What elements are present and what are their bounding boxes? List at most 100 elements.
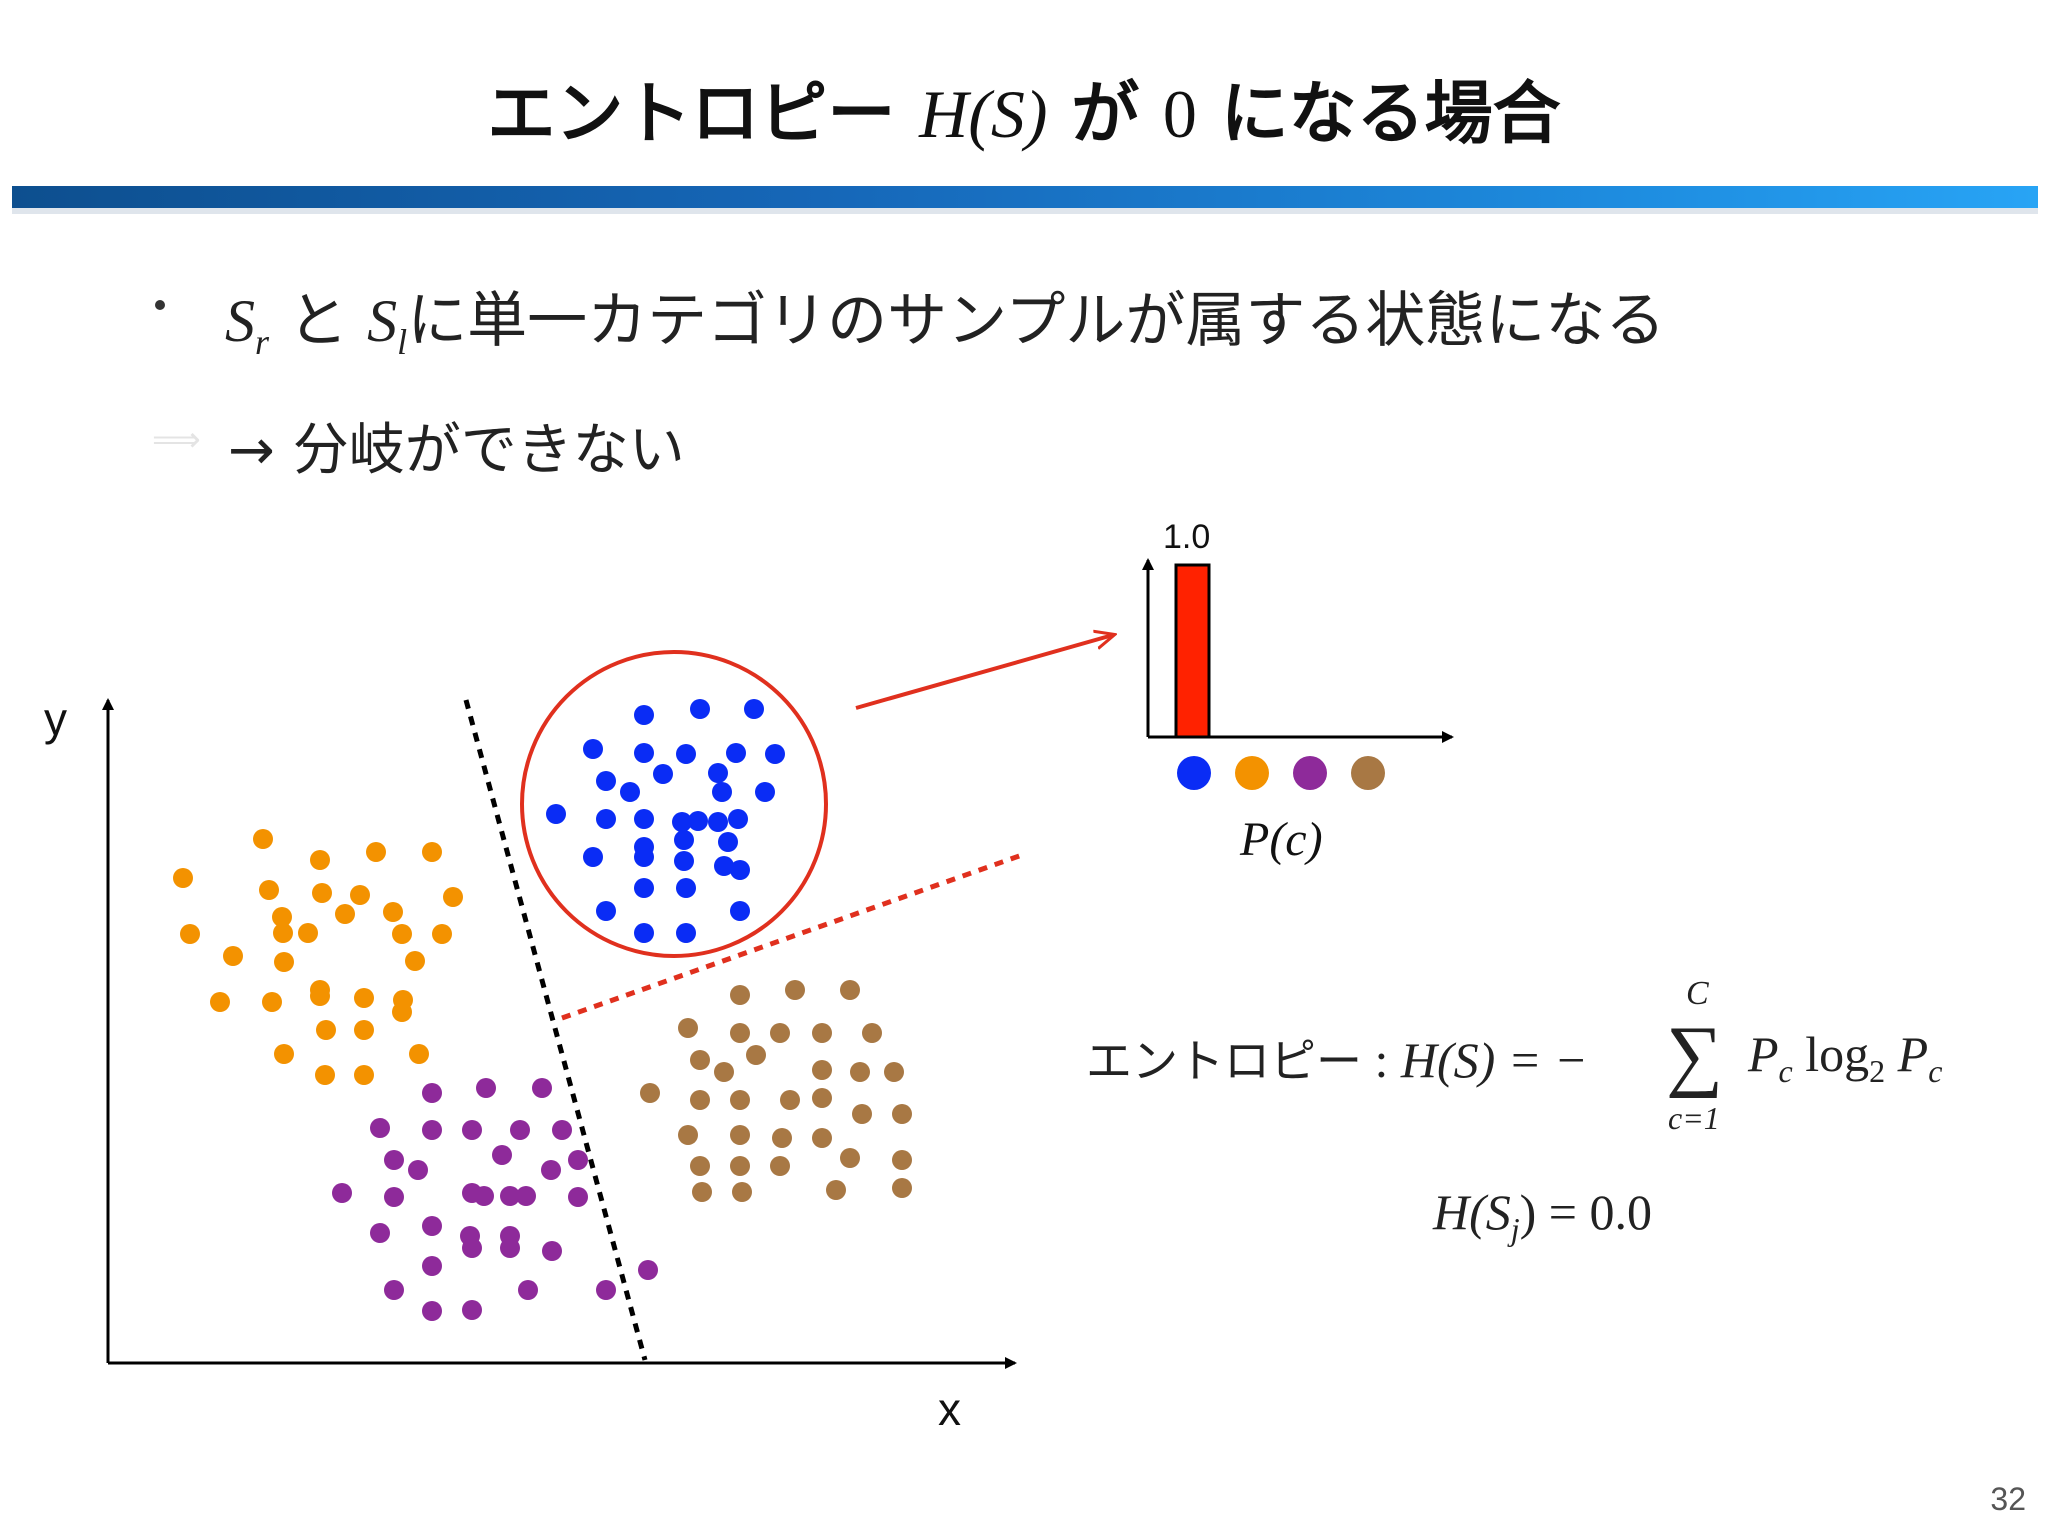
point-blue: [708, 812, 728, 832]
category-marker-purple: [1293, 756, 1327, 790]
sr-subscript: r: [255, 322, 270, 362]
point-purple: [422, 1256, 442, 1276]
point-orange: [366, 842, 386, 862]
point-orange: [315, 1065, 335, 1085]
point-orange: [354, 1020, 374, 1040]
hsj-subscript: j: [1510, 1211, 1520, 1247]
point-brown: [785, 980, 805, 1000]
point-purple: [638, 1260, 658, 1280]
hsj-rhs: ) = 0.0: [1519, 1184, 1653, 1240]
point-brown: [732, 1182, 752, 1202]
point-purple: [462, 1300, 482, 1320]
point-purple: [422, 1216, 442, 1236]
point-orange: [259, 880, 279, 900]
point-blue: [583, 739, 603, 759]
point-blue: [596, 901, 616, 921]
zoom-arrow: [855, 635, 1113, 710]
bar-axis-label: P(c): [1239, 813, 1323, 866]
split-line-red: [561, 852, 1023, 1021]
point-brown: [812, 1088, 832, 1108]
point-blue: [546, 804, 566, 824]
point-blue: [676, 923, 696, 943]
pc2-symbol: P: [1897, 1026, 1929, 1082]
point-orange: [312, 883, 332, 903]
point-purple: [384, 1187, 404, 1207]
point-blue: [765, 744, 785, 764]
point-brown: [812, 1060, 832, 1080]
sum-upper: C: [1686, 975, 1709, 1012]
point-purple: [596, 1280, 616, 1300]
point-orange: [383, 902, 403, 922]
point-blue: [726, 743, 746, 763]
point-brown: [892, 1178, 912, 1198]
point-brown: [772, 1128, 792, 1148]
point-brown: [730, 985, 750, 1005]
point-brown: [852, 1104, 872, 1124]
point-orange: [432, 924, 452, 944]
point-blue: [718, 832, 738, 852]
point-orange: [316, 1020, 336, 1040]
point-blue: [634, 809, 654, 829]
point-purple: [532, 1078, 552, 1098]
category-marker-blue: [1177, 756, 1211, 790]
point-brown: [826, 1180, 846, 1200]
point-orange: [354, 1065, 374, 1085]
point-orange: [310, 850, 330, 870]
point-brown: [770, 1023, 790, 1043]
point-orange: [253, 829, 273, 849]
point-blue: [676, 744, 696, 764]
point-orange: [274, 1044, 294, 1064]
point-purple: [332, 1183, 352, 1203]
bullet-text: Sr と Slに単一カテゴリのサンプルが属する状態になる: [225, 272, 1665, 363]
point-orange: [180, 924, 200, 944]
point-purple: [422, 1083, 442, 1103]
bullet-body: に単一カテゴリのサンプルが属する状態になる: [407, 286, 1666, 356]
point-brown: [840, 1148, 860, 1168]
point-brown: [746, 1045, 766, 1065]
point-brown: [850, 1062, 870, 1082]
point-brown: [690, 1090, 710, 1110]
arrow-icon: →: [228, 418, 275, 483]
entropy-rhs: Pc log2 Pc: [1748, 1025, 1942, 1090]
point-brown: [730, 1023, 750, 1043]
title-prefix: エントロピー: [487, 75, 896, 154]
point-purple: [384, 1150, 404, 1170]
point-orange: [262, 992, 282, 1012]
point-brown: [692, 1182, 712, 1202]
point-blue: [596, 809, 616, 829]
point-brown: [640, 1083, 660, 1103]
point-purple: [422, 1301, 442, 1321]
point-brown: [678, 1125, 698, 1145]
point-brown: [678, 1018, 698, 1038]
point-orange: [223, 946, 243, 966]
title-math: H(S): [919, 76, 1048, 152]
point-blue: [688, 811, 708, 831]
point-purple: [408, 1160, 428, 1180]
split-line-black: [463, 699, 648, 1361]
point-blue: [620, 782, 640, 802]
title-zero: 0: [1162, 76, 1197, 152]
point-blue: [712, 782, 732, 802]
point-purple: [542, 1241, 562, 1261]
point-purple: [370, 1118, 390, 1138]
x-axis-label: x: [938, 1383, 961, 1435]
point-blue: [583, 847, 603, 867]
point-orange: [273, 923, 293, 943]
probability-bar-blue: [1174, 563, 1211, 739]
point-blue: [674, 851, 694, 871]
entropy-formula: エントロピー : H(S) = −: [1086, 1025, 1588, 1091]
point-orange: [274, 952, 294, 972]
pc2-subscript: c: [1928, 1053, 1943, 1089]
point-blue: [634, 878, 654, 898]
point-brown: [730, 1090, 750, 1110]
sub-bullet: → 分岐ができない: [228, 405, 685, 486]
point-blue: [634, 847, 654, 867]
point-orange: [422, 842, 442, 862]
point-purple: [568, 1187, 588, 1207]
point-purple: [384, 1280, 404, 1300]
entropy-lhs: H(S) = −: [1400, 1032, 1588, 1088]
point-purple: [510, 1120, 530, 1140]
bar-value-label: 1.0: [1163, 518, 1210, 556]
category-markers: [1177, 756, 1385, 790]
